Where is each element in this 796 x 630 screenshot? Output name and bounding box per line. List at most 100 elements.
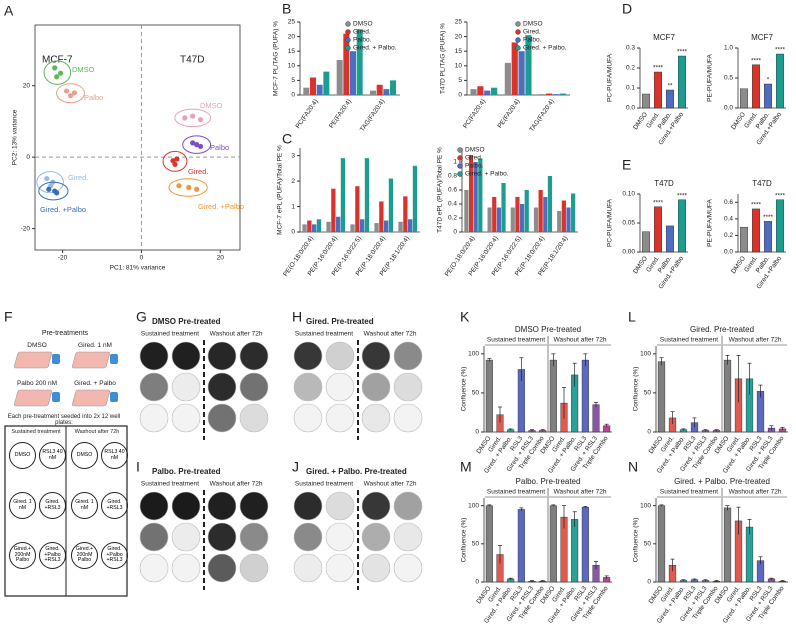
bar	[350, 224, 355, 232]
bar	[740, 226, 748, 253]
bar	[764, 83, 772, 109]
bar	[557, 211, 562, 232]
y-tick-label: 0	[647, 579, 651, 586]
bar	[485, 505, 493, 583]
y-axis-label: T47D PL/TAG (PUFA) %	[440, 23, 447, 94]
point	[197, 143, 204, 150]
y-axis-label: PE-PUFA/MUFA	[707, 54, 714, 102]
well-image	[239, 403, 269, 433]
legend-label: DMSO	[353, 21, 373, 28]
y-axis-label: PC2: 13% variance	[12, 109, 19, 165]
well-label: RSL3 40 nM	[39, 442, 66, 469]
panel-label: G	[136, 309, 147, 325]
x-tick-label: PE(FA20:4)	[497, 98, 522, 130]
bar	[485, 359, 493, 433]
point	[190, 113, 196, 119]
y-tick-label: 0.00	[622, 249, 635, 256]
bar	[520, 204, 525, 232]
panel-label: H	[292, 309, 302, 325]
point	[182, 115, 188, 121]
bar	[478, 158, 483, 232]
y-tick-label: 100	[640, 351, 651, 358]
well-image	[293, 403, 323, 433]
bar	[517, 509, 525, 583]
point	[67, 93, 74, 99]
bar	[364, 158, 370, 232]
group-label: Palbo	[84, 93, 103, 102]
bar	[723, 359, 732, 433]
group-label: Washout after 72h	[554, 489, 607, 496]
legend-label: Palbo.	[353, 37, 372, 44]
point	[58, 70, 64, 76]
well-image	[207, 341, 237, 371]
x-tick-label: DMSO	[730, 255, 747, 275]
y-axis-label: Confluence (%)	[461, 518, 468, 563]
legend-label: Palbo.	[523, 37, 542, 44]
legend-swatch	[457, 171, 463, 177]
panel-label: I	[136, 459, 140, 475]
schematic-caption: Each pre-treatment seeded into 2x 12 wel…	[7, 414, 121, 426]
well-header: Washout after 72h	[364, 331, 417, 338]
bar	[501, 183, 506, 232]
point	[176, 183, 182, 189]
x-tick-label: 20	[217, 255, 225, 262]
legend-swatch	[345, 21, 351, 27]
x-tick-label: 0	[140, 255, 144, 262]
y-tick-label: 100	[640, 502, 651, 509]
annotation: MCF-7	[42, 55, 73, 66]
x-tick-label: PE(FA20:4)	[328, 98, 353, 130]
well-image	[293, 553, 323, 583]
bar	[487, 207, 492, 232]
bar	[384, 220, 389, 232]
well-image	[361, 372, 391, 402]
bar	[464, 190, 469, 232]
bar	[477, 86, 484, 95]
legend-label: Gired.	[353, 29, 371, 36]
well-image	[139, 372, 169, 402]
significance: ****	[677, 49, 688, 56]
panel-label: C	[282, 131, 292, 147]
y-tick-label: 100	[468, 351, 479, 358]
well-image	[207, 522, 237, 552]
y-tick-label: 2	[291, 178, 295, 185]
well-image	[325, 372, 355, 402]
y-tick-label: 0.0	[724, 105, 733, 112]
well-label: DMSO	[71, 442, 98, 469]
group-label: Washout after 72h	[554, 337, 607, 344]
significance: *	[767, 77, 770, 84]
well-label: Gired.+ 200nM Palbo	[71, 542, 98, 569]
panel-label: J	[292, 459, 299, 475]
y-tick-label: 0	[453, 229, 457, 236]
bar	[468, 155, 474, 232]
group-ellipse	[168, 178, 208, 197]
well-image	[207, 491, 237, 521]
legend-label: Gired. + Palbo.	[353, 45, 397, 52]
legend-label: Gired. + Palbo.	[465, 171, 509, 178]
significance: ****	[763, 214, 774, 221]
bar	[518, 51, 525, 95]
bar	[678, 55, 686, 109]
group-ellipse	[38, 181, 69, 201]
chart-title: DMSO Pre-treated	[515, 325, 581, 334]
y-axis-label: T47D ePL (PUFA)/Total PE %	[437, 147, 444, 233]
well-image	[361, 522, 391, 552]
y-tick-label: 5	[291, 77, 295, 84]
panel-title: Gired. + Palbo. Pre-treated	[306, 467, 407, 476]
x-tick-label: DMSO	[632, 255, 649, 275]
group-ellipse	[174, 108, 212, 128]
x-axis-label: PC1: 81% variance	[110, 265, 166, 272]
flask	[72, 351, 110, 369]
group-ellipse	[162, 150, 188, 172]
well-image	[325, 341, 355, 371]
bar	[312, 224, 317, 232]
chart-title: Palbo. Pre-treated	[516, 477, 581, 486]
well-image	[325, 522, 355, 552]
point	[71, 90, 78, 96]
panel-label: F	[4, 309, 13, 325]
bar	[547, 176, 553, 232]
bar	[412, 165, 418, 232]
significance: ****	[751, 58, 762, 65]
well-image	[393, 372, 423, 402]
bar	[323, 71, 330, 95]
group-label: Palbo	[210, 143, 229, 152]
